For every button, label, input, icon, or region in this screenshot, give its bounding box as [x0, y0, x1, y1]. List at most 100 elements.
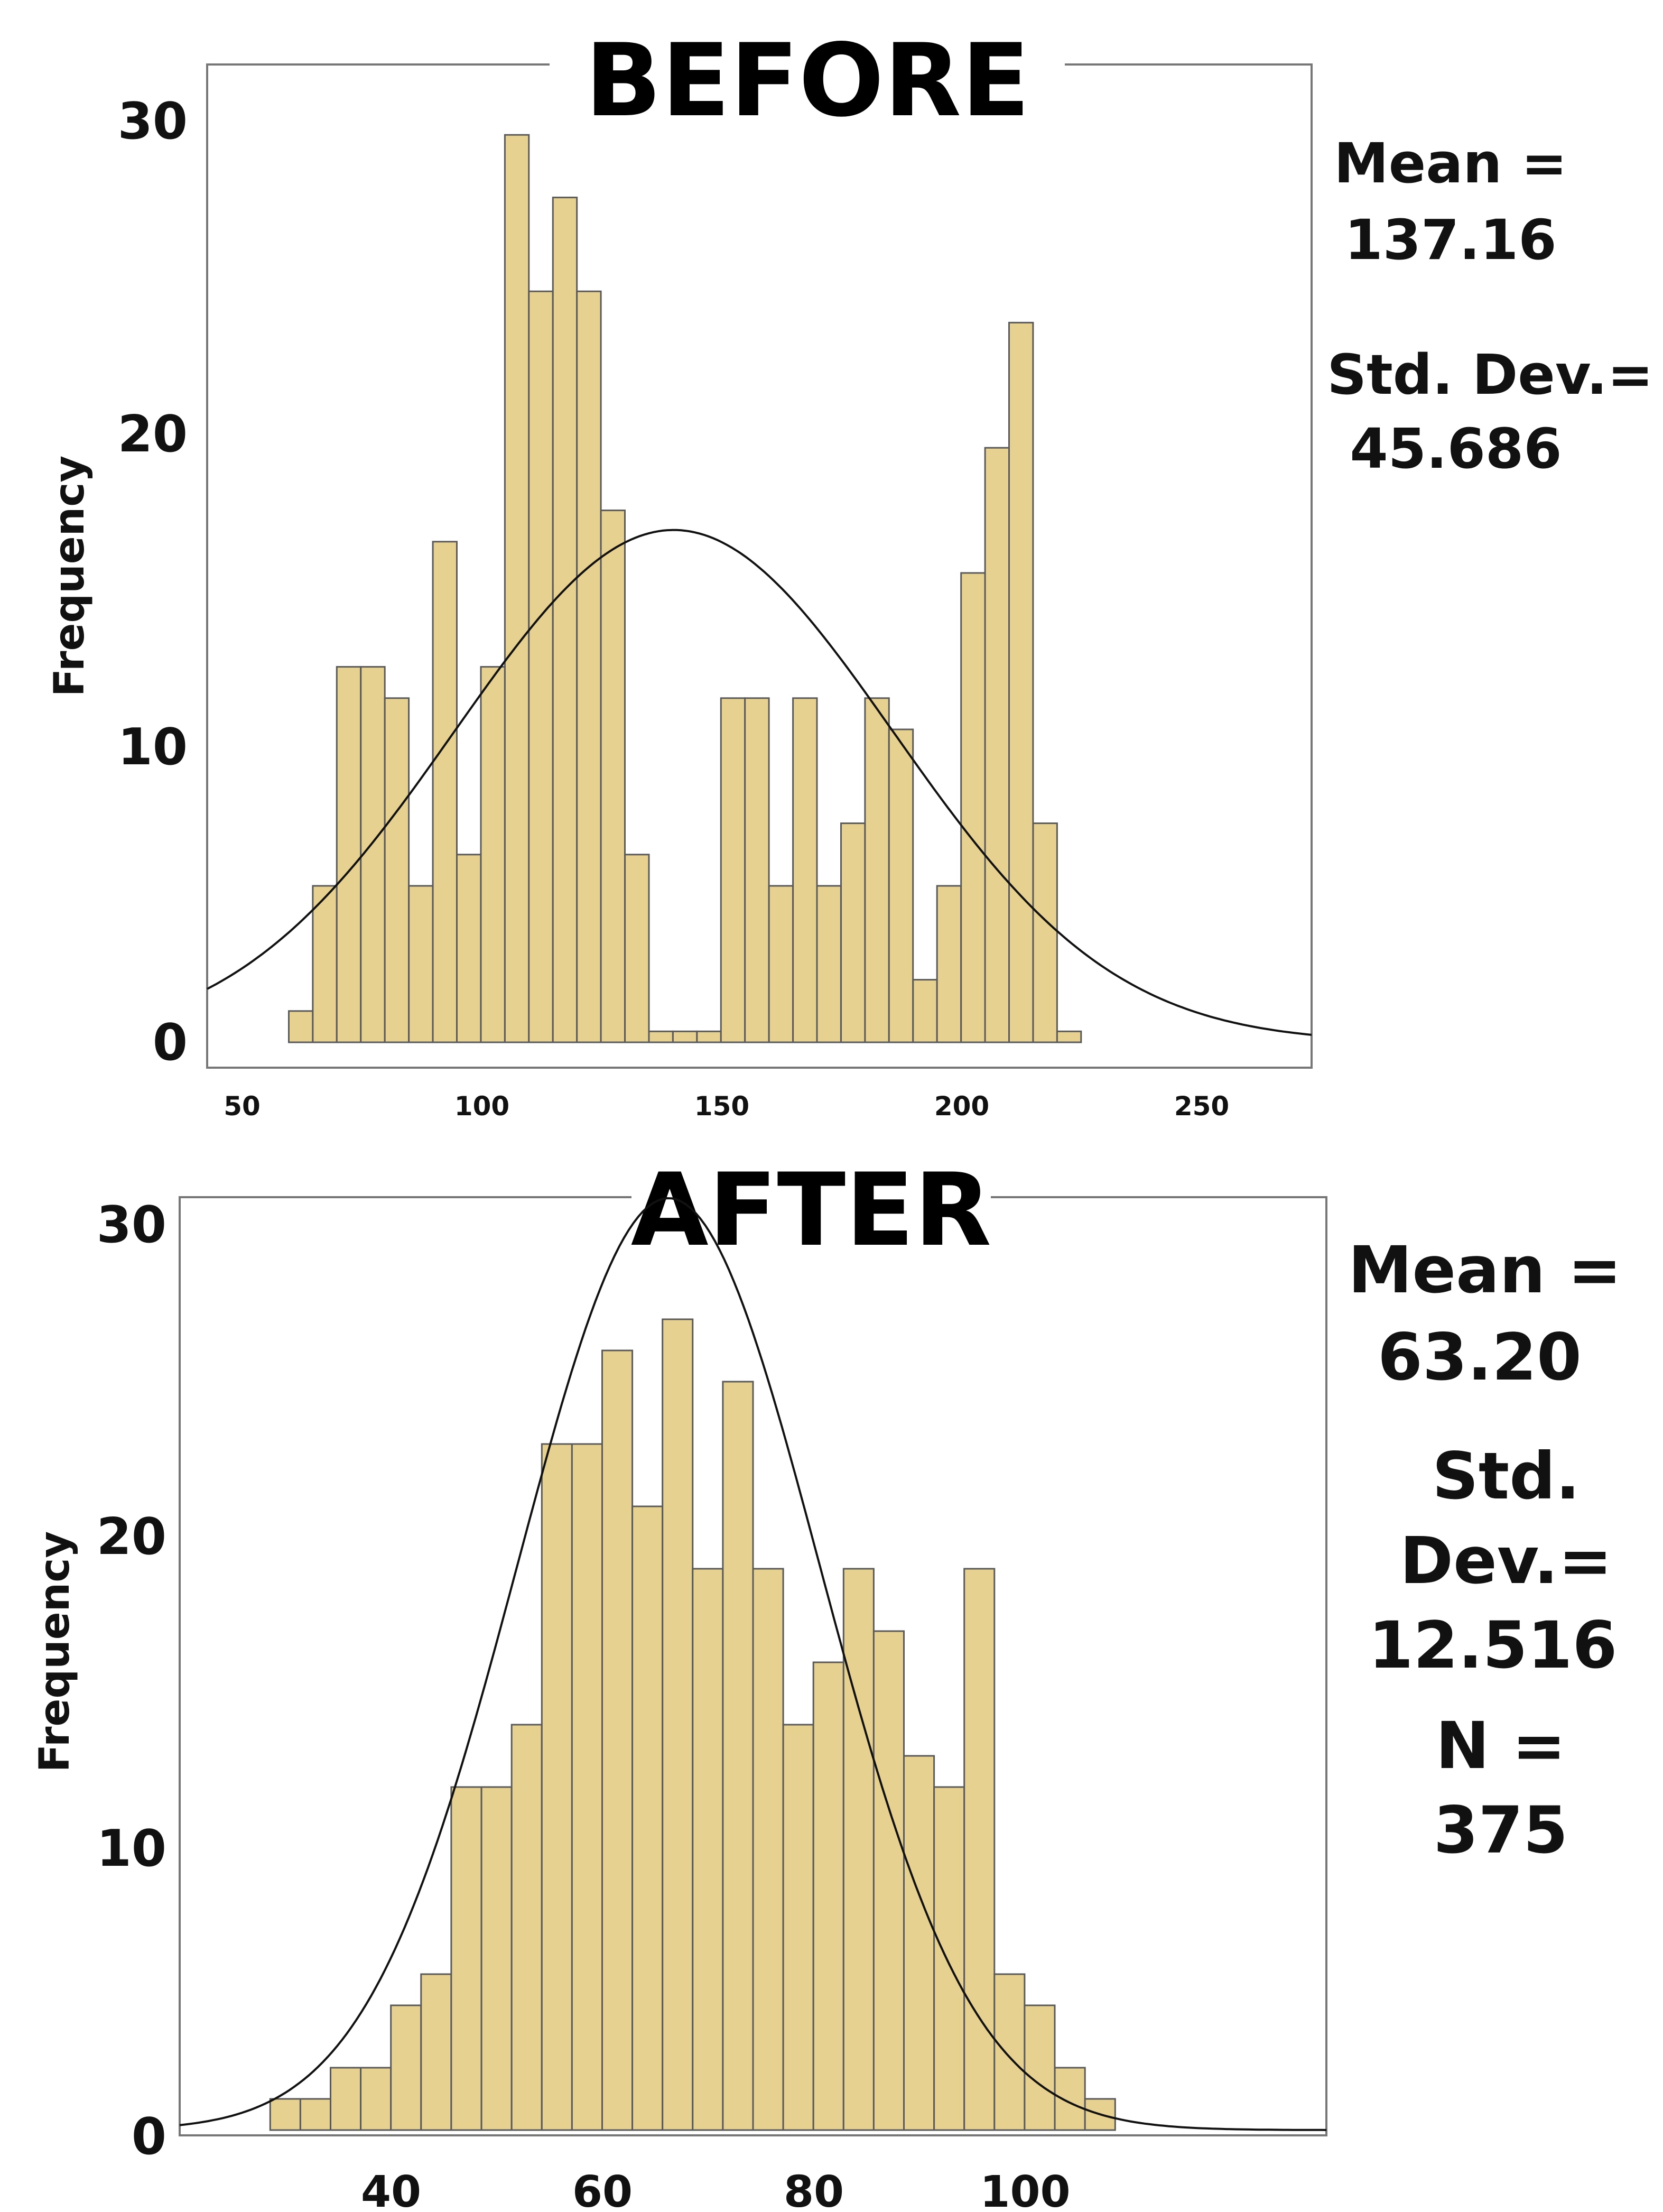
before-bar-23 — [840, 822, 866, 1043]
after-title-backdrop — [631, 1155, 991, 1255]
before-bar-14 — [624, 854, 650, 1043]
after-bar-8 — [510, 1724, 543, 2131]
after-xtick-80: 80 — [784, 2167, 844, 2212]
after-histogram-panel: AFTER 30 20 10 0 40 60 80 100 Frequency … — [31, 1152, 1622, 2212]
after-bar-6 — [450, 1786, 482, 2131]
before-y-axis-label: Frequency — [46, 456, 94, 697]
after-bar-9 — [541, 1443, 573, 2131]
after-xtick-40: 40 — [361, 2167, 421, 2212]
before-bar-16 — [672, 1030, 698, 1043]
before-xtick-50: 50 — [224, 1091, 261, 1122]
before-std-value: 45.686 — [1350, 417, 1562, 481]
before-bar-20 — [768, 885, 794, 1043]
after-ytick-0: 0 — [132, 2108, 166, 2166]
before-bar-7 — [456, 854, 482, 1043]
after-bar-20 — [872, 1630, 905, 2131]
before-histogram-panel: BEFORE 30 20 10 0 50 100 150 200 250 Fre… — [46, 22, 1653, 1122]
before-bar-6 — [432, 541, 458, 1043]
after-bar-11 — [601, 1349, 634, 2131]
before-bar-28 — [960, 572, 986, 1043]
before-bar-29 — [984, 447, 1010, 1043]
before-ytick-0: 0 — [153, 1014, 188, 1072]
after-ytick-20: 20 — [97, 1508, 166, 1566]
before-xtick-200: 200 — [934, 1091, 989, 1122]
after-bar-17 — [782, 1724, 814, 2131]
after-bar-14 — [692, 1568, 724, 2131]
after-xtick-100: 100 — [980, 2167, 1070, 2212]
after-bar-25 — [1024, 2004, 1056, 2131]
after-std-value: 12.516 — [1369, 1608, 1618, 1683]
after-bar-21 — [903, 1755, 935, 2131]
after-title: AFTER — [631, 1152, 992, 1269]
before-bar-22 — [816, 885, 842, 1043]
before-normal-curve — [207, 529, 1312, 1036]
before-ytick-30: 30 — [118, 92, 188, 151]
before-bar-4 — [384, 697, 410, 1043]
before-title-backdrop — [550, 26, 1065, 127]
before-bar-19 — [744, 697, 770, 1043]
after-normal-curve — [179, 1197, 1327, 2131]
before-bar-31 — [1032, 822, 1058, 1043]
before-bar-3 — [360, 666, 386, 1043]
after-mean-value: 63.20 — [1378, 1320, 1582, 1395]
before-bar-12 — [576, 290, 602, 1043]
before-bar-10 — [528, 290, 554, 1043]
before-bar-32 — [1056, 1030, 1082, 1043]
before-bar-18 — [720, 697, 746, 1043]
before-bars — [288, 134, 1082, 1043]
before-xtick-100: 100 — [454, 1091, 509, 1122]
after-ytick-30: 30 — [97, 1196, 166, 1254]
after-y-axis-label: Frequency — [31, 1531, 79, 1773]
before-bar-9 — [504, 134, 530, 1043]
before-mean-label: Mean = — [1334, 131, 1567, 196]
after-bar-7 — [480, 1786, 513, 2131]
before-bar-5 — [408, 885, 434, 1043]
after-std-label: Std. — [1432, 1439, 1580, 1514]
before-xtick-150: 150 — [694, 1091, 749, 1122]
before-bar-25 — [888, 728, 914, 1043]
before-mean-value: 137.16 — [1344, 208, 1556, 272]
after-bar-24 — [993, 1973, 1026, 2131]
before-bar-15 — [648, 1030, 674, 1043]
after-dev-label: Dev.= — [1400, 1523, 1612, 1598]
before-bar-24 — [864, 697, 890, 1043]
before-ytick-20: 20 — [118, 405, 188, 464]
before-bar-27 — [936, 885, 962, 1043]
before-bar-11 — [552, 197, 578, 1043]
before-bar-21 — [792, 697, 818, 1043]
after-bar-1 — [299, 2098, 332, 2131]
after-bars — [269, 1318, 1116, 2131]
after-bar-26 — [1054, 2067, 1086, 2131]
after-bar-19 — [842, 1568, 875, 2131]
after-bar-10 — [571, 1443, 603, 2131]
after-bar-18 — [812, 1661, 844, 2131]
after-bar-5 — [420, 1973, 452, 2131]
before-ytick-10: 10 — [118, 718, 188, 776]
before-bar-17 — [696, 1030, 722, 1043]
before-bar-1 — [312, 885, 338, 1043]
after-bar-4 — [390, 2004, 422, 2131]
before-bar-8 — [480, 666, 506, 1043]
after-bar-0 — [269, 2098, 301, 2131]
before-bar-0 — [288, 1010, 314, 1043]
after-bar-12 — [631, 1505, 664, 2131]
after-n-label: N = — [1436, 1708, 1566, 1783]
after-bar-3 — [360, 2067, 392, 2131]
before-bar-26 — [912, 979, 938, 1043]
after-bar-23 — [963, 1568, 996, 2131]
after-mean-label: Mean = — [1348, 1233, 1622, 1308]
after-xtick-60: 60 — [572, 2167, 633, 2212]
before-xtick-250: 250 — [1174, 1091, 1229, 1122]
before-std-label: Std. Dev.= — [1327, 343, 1653, 407]
after-bar-22 — [933, 1786, 965, 2131]
after-bar-13 — [662, 1318, 694, 2131]
before-bar-2 — [336, 666, 362, 1043]
before-bar-30 — [1008, 321, 1034, 1043]
after-bar-16 — [752, 1568, 784, 2131]
after-bar-2 — [330, 2067, 362, 2131]
before-bar-13 — [600, 510, 626, 1043]
after-bar-15 — [722, 1381, 754, 2131]
after-n-value: 375 — [1434, 1793, 1568, 1868]
after-ytick-10: 10 — [97, 1820, 166, 1878]
